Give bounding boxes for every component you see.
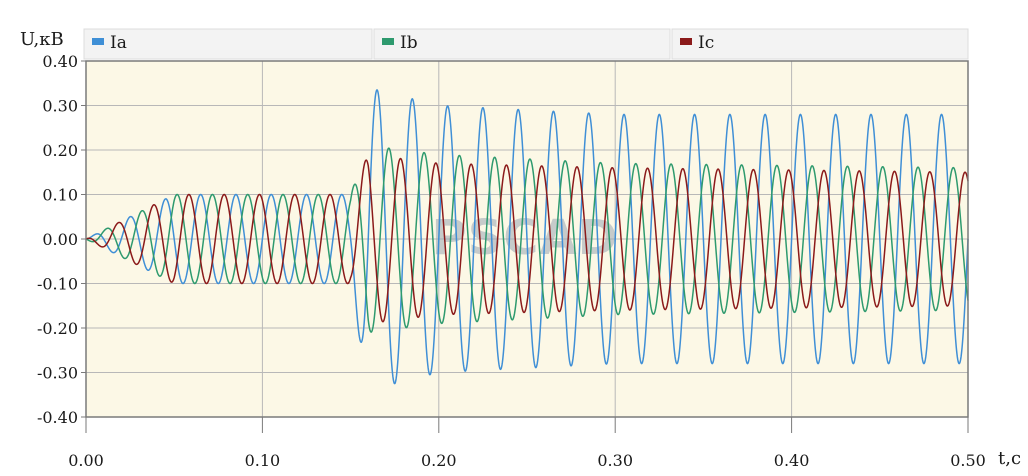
y-axis-title: U,кВ <box>20 29 64 50</box>
y-tick-label: 0.30 <box>42 97 78 116</box>
legend-label-ia: Ia <box>110 33 127 53</box>
y-tick-label: 0.00 <box>42 230 78 249</box>
legend: Ia Ib Ic <box>83 28 969 60</box>
legend-swatch-ia <box>92 38 104 45</box>
x-tick-label: 0.20 <box>421 451 457 470</box>
x-tick-label: 0.40 <box>774 451 810 470</box>
y-tick-label: 0.10 <box>42 186 78 205</box>
series-line-ib <box>85 147 969 333</box>
legend-swatch-ic <box>680 38 692 45</box>
y-tick-label: -0.30 <box>37 364 78 383</box>
x-tick-label: 0.10 <box>245 451 281 470</box>
x-tick-label: 0.00 <box>68 451 104 470</box>
legend-label-ic: Ic <box>698 33 714 53</box>
x-axis-title: t,c <box>998 448 1021 469</box>
y-tick-label: -0.40 <box>37 408 78 427</box>
y-tick-label: -0.20 <box>37 319 78 338</box>
axes: 0.40 0.30 0.20 0.10 0.00 -0.10 -0.20 -0.30 -0.40… <box>20 29 1021 470</box>
legend-box-ic <box>671 28 969 60</box>
legend-box-ia <box>83 28 373 60</box>
series-line-ia <box>85 89 969 385</box>
series-line-ic <box>85 157 969 323</box>
legend-swatch-ib <box>382 38 394 45</box>
legend-label-ib: Ib <box>400 33 418 53</box>
y-tick-label: -0.10 <box>37 275 78 294</box>
x-tick-label: 0.50 <box>950 451 986 470</box>
series-layer <box>85 89 969 385</box>
y-tick-label: 0.40 <box>42 52 78 71</box>
x-tick-label: 0.30 <box>597 451 633 470</box>
legend-box-ib <box>373 28 671 60</box>
y-tick-label: 0.20 <box>42 141 78 160</box>
